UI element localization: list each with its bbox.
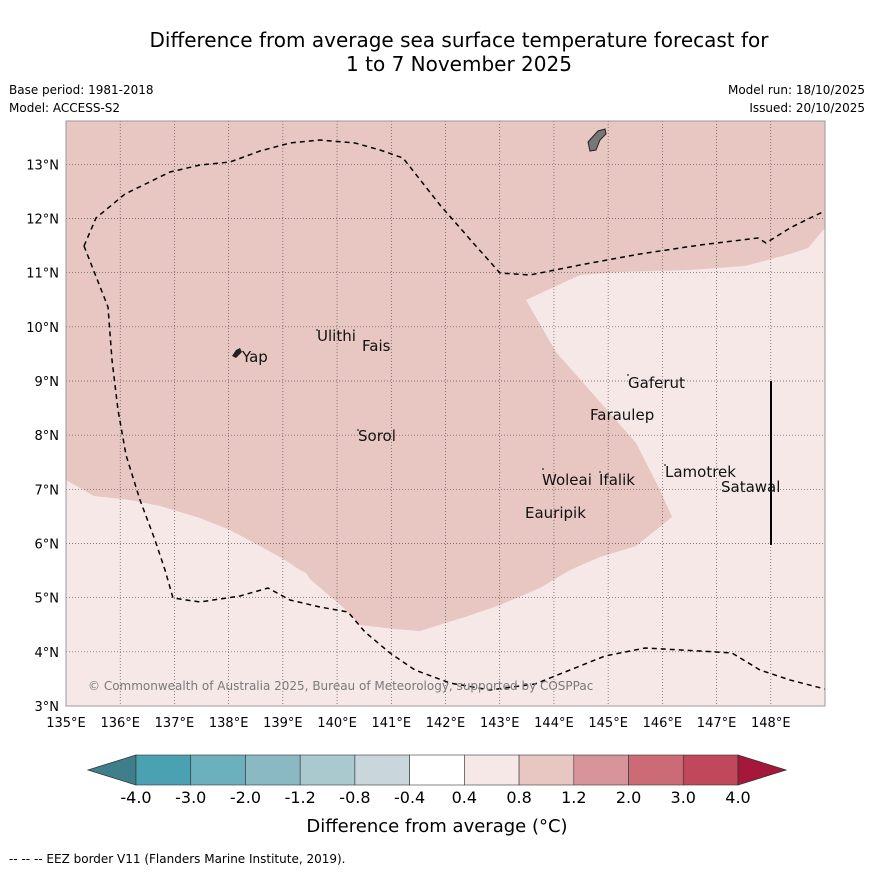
colorbar-tick-label: -0.4 <box>394 788 425 807</box>
longitude-tick-label: 141°E <box>372 716 412 731</box>
longitude-ticks: 135°E 136°E 137°E 138°E 139°E 140°E 141°E 142°E… <box>46 716 790 731</box>
eez-border-line-west <box>83 245 826 691</box>
colorbar-bin <box>628 754 684 786</box>
colorbar-tick-label: 1.2 <box>561 788 586 807</box>
longitude-tick-label: 138°E <box>209 716 249 731</box>
ifalik-dot <box>599 471 601 473</box>
gaferut-dot <box>627 374 629 376</box>
colorbar-bin <box>409 754 465 786</box>
latitude-ticks: 3°N 4°N 5°N 6°N 7°N 8°N 9°N 10°N 11°N 12°N 13°N <box>26 158 59 715</box>
latitude-tick-label: 9°N <box>35 375 60 390</box>
longitude-tick-label: 146°E <box>643 716 683 731</box>
colorbar-bin <box>135 754 192 786</box>
longitude-tick-label: 144°E <box>534 716 574 731</box>
latitude-tick-label: 13°N <box>26 158 59 173</box>
colorbar-tick-label: 0.8 <box>506 788 531 807</box>
colorbar-tick-label: 3.0 <box>671 788 696 807</box>
longitude-tick-label: 143°E <box>480 716 520 731</box>
longitude-tick-label: 139°E <box>263 716 303 731</box>
colorbar-bin <box>245 754 301 786</box>
place-label-woleai: Woleai <box>542 471 592 489</box>
colorbar-bin <box>354 754 410 786</box>
colorbar-tick-label: 2.0 <box>616 788 641 807</box>
woleai-dot <box>542 468 544 470</box>
longitude-tick-label: 137°E <box>155 716 195 731</box>
place-label-ulithi: Ulithi <box>317 327 356 345</box>
ulithi-dot <box>316 329 318 331</box>
map-frame <box>65 120 826 707</box>
latitude-tick-label: 12°N <box>26 213 59 228</box>
latitude-tick-label: 5°N <box>35 592 60 607</box>
issued-date: Issued: 20/10/2025 <box>749 101 865 115</box>
place-label-faraulep: Faraulep <box>590 406 654 424</box>
latitude-tick-label: 6°N <box>35 538 60 553</box>
colorbar-tick-label: -0.8 <box>339 788 370 807</box>
colorbar-bin <box>682 754 739 786</box>
place-label-ifalik: Ifalik <box>599 471 635 489</box>
place-label-yap: Yap <box>241 348 268 366</box>
latitude-tick-label: 11°N <box>26 267 59 282</box>
colorbar-bin <box>299 754 356 786</box>
model-run: Model run: 18/10/2025 <box>727 83 865 97</box>
footer-note: -- -- -- EEZ border V11 (Flanders Marine… <box>9 852 346 866</box>
colorbar-title: Difference from average (°C) <box>306 816 567 837</box>
latitude-tick-label: 3°N <box>35 700 60 715</box>
longitude-tick-label: 135°E <box>46 716 86 731</box>
colorbar-tick-label: -1.2 <box>285 788 316 807</box>
place-label-eauripik: Eauripik <box>525 504 586 522</box>
meta-left: Base period: 1981-2018 Model: ACCESS-S2 <box>9 81 154 117</box>
model-name: Model: ACCESS-S2 <box>9 101 121 115</box>
colorbar-bin <box>464 754 520 786</box>
sorol-dot <box>357 429 359 431</box>
title-line-2: 1 to 7 November 2025 <box>346 52 572 76</box>
longitude-tick-label: 147°E <box>697 716 737 731</box>
guam-island <box>587 128 607 152</box>
base-period: Base period: 1981-2018 <box>9 83 154 97</box>
title-line-1: Difference from average sea surface temp… <box>149 28 769 52</box>
colorbar-tick-label: -4.0 <box>120 788 151 807</box>
place-label-fais: Fais <box>362 337 391 355</box>
place-label-lamotrek: Lamotrek <box>665 463 736 481</box>
longitude-tick-label: 145°E <box>588 716 628 731</box>
place-label-sorol: Sorol <box>358 427 396 445</box>
colorbar-tick-label: -2.0 <box>230 788 261 807</box>
colorbar-tick-label: 0.4 <box>452 788 477 807</box>
latitude-tick-label: 10°N <box>26 321 59 336</box>
longitude-tick-label: 140°E <box>317 716 357 731</box>
chart-title: Difference from average sea surface temp… <box>0 28 873 76</box>
place-label-gaferut: Gaferut <box>628 374 685 392</box>
colorbar-tick-label: -3.0 <box>175 788 206 807</box>
colorbar-bin <box>518 754 575 786</box>
latitude-tick-label: 8°N <box>35 429 60 444</box>
colorbar-extend-high <box>737 754 788 786</box>
longitude-tick-label: 148°E <box>751 716 791 731</box>
colorbar-bin <box>573 754 629 786</box>
copyright-notice: © Commonwealth of Australia 2025, Bureau… <box>88 679 593 693</box>
graticule <box>66 121 825 706</box>
latitude-tick-label: 4°N <box>35 646 60 661</box>
eez-border-line <box>83 139 826 276</box>
place-label-satawal: Satawal <box>721 478 780 496</box>
yap-island <box>232 348 242 358</box>
longitude-tick-label: 142°E <box>426 716 466 731</box>
colorbar-bin <box>190 754 246 786</box>
colorbar-tick-label: 4.0 <box>725 788 750 807</box>
meta-right: Model run: 18/10/2025 Issued: 20/10/2025 <box>728 81 865 117</box>
colorbar: -4.0 -3.0 -2.0 -1.2 -0.8 -0.4 0.4 0.8 1.2 2.0 3.0 4… <box>86 754 788 807</box>
lamotrek-dot <box>664 464 666 466</box>
longitude-tick-label: 136°E <box>100 716 140 731</box>
colorbar-extend-low <box>86 754 137 786</box>
latitude-tick-label: 7°N <box>35 483 60 498</box>
